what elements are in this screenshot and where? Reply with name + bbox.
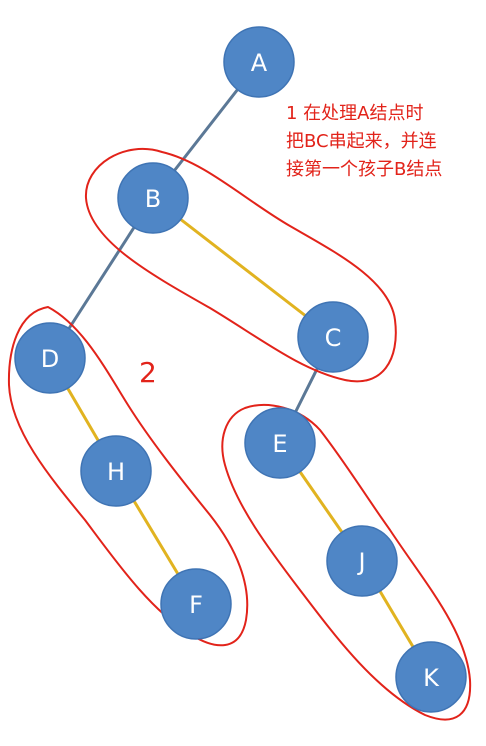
node-h-label: H: [107, 458, 125, 486]
node-k-label: K: [423, 664, 440, 692]
node-c-label: C: [325, 324, 342, 352]
node-e-circle: [244, 407, 316, 479]
node-j-circle: [326, 525, 398, 597]
node-a-label: A: [251, 49, 268, 77]
node-d-circle: [14, 322, 86, 394]
node-d-label: D: [41, 345, 59, 373]
node-j-label: J: [356, 548, 365, 576]
loop-b-c: [84, 147, 397, 383]
node-b-label: B: [145, 185, 161, 213]
loop-d-h-f: [7, 306, 249, 647]
node-a-circle: [223, 26, 295, 98]
loop-e-j-k: [221, 404, 472, 721]
node-c-circle: [297, 301, 369, 373]
annotation-line-2: 把BC串起来，并连: [286, 131, 437, 152]
node-b-circle: [117, 162, 189, 234]
annotation-line-1: 1 在处理A结点时: [286, 103, 424, 124]
edge-b-c: [152, 196, 334, 339]
node-h-circle: [80, 435, 152, 507]
node-k-circle: [395, 641, 467, 713]
annotation-line-3: 接第一个孩子B结点: [286, 159, 443, 180]
group-number-label: 2: [139, 356, 157, 389]
node-f-circle: [160, 568, 232, 640]
annotation-note: 1 在处理A结点时 把BC串起来，并连 接第一个孩子B结点: [286, 100, 486, 184]
node-f-label: F: [189, 591, 203, 619]
node-e-label: E: [272, 430, 287, 458]
